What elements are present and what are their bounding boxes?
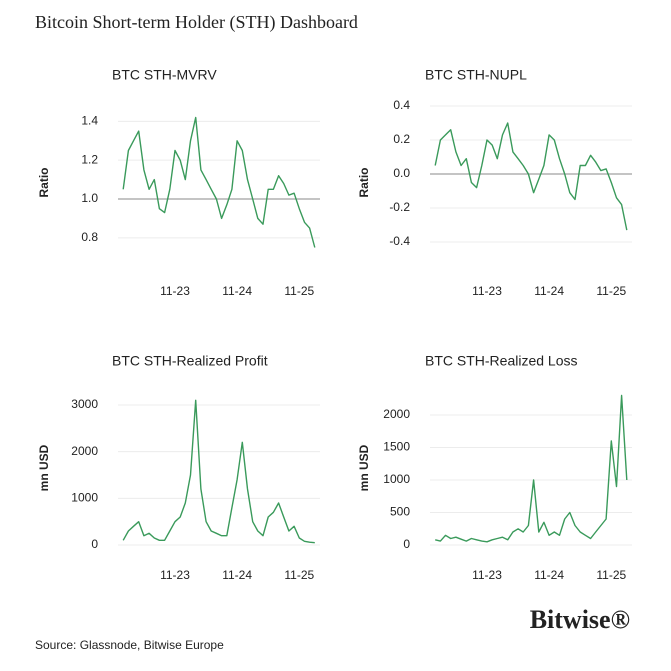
y-tick-label: -0.2 (389, 200, 410, 214)
y-axis-label: Ratio (37, 168, 51, 198)
data-line (435, 394, 628, 543)
chart-title: BTC STH-Realized Profit (112, 353, 268, 369)
y-tick-label: 0 (403, 537, 410, 551)
y-tick-label: 500 (390, 505, 410, 519)
x-tick-label: 11-24 (534, 568, 564, 582)
y-tick-label: 1.2 (81, 152, 98, 166)
x-tick-label: 11-23 (160, 568, 190, 582)
x-tick-label: 11-24 (222, 568, 252, 582)
chart-title: BTC STH-MVRV (112, 67, 217, 83)
data-line (122, 399, 315, 544)
y-tick-label: 1000 (71, 491, 98, 505)
x-tick-label: 11-23 (472, 568, 502, 582)
y-tick-label: 1.0 (81, 191, 98, 205)
x-tick-label: 11-25 (596, 568, 626, 582)
x-tick-label: 11-25 (596, 284, 626, 298)
logo: Bitwise® (530, 605, 630, 634)
x-tick-label: 11-24 (222, 284, 252, 298)
y-tick-label: 0.8 (81, 230, 98, 244)
x-tick-label: 11-25 (284, 568, 314, 582)
y-tick-label: 1000 (383, 472, 410, 486)
y-tick-label: 1.4 (81, 114, 98, 128)
data-line (122, 116, 316, 248)
source-note: Source: Glassnode, Bitwise Europe (35, 638, 224, 652)
y-tick-label: 0.0 (393, 166, 410, 180)
y-tick-label: -0.4 (389, 234, 410, 248)
main-title: Bitcoin Short-term Holder (STH) Dashboar… (35, 12, 358, 33)
data-line (434, 122, 628, 231)
y-axis-label: Ratio (357, 168, 371, 198)
x-tick-label: 11-25 (284, 284, 314, 298)
y-tick-label: 3000 (71, 397, 98, 411)
y-tick-label: 2000 (383, 407, 410, 421)
y-tick-label: 1500 (383, 440, 410, 454)
chart-title: BTC STH-Realized Loss (425, 353, 578, 369)
y-tick-label: 0 (91, 537, 98, 551)
y-axis-label: mn USD (37, 444, 51, 491)
y-tick-label: 0.2 (393, 132, 410, 146)
x-tick-label: 11-23 (472, 284, 502, 298)
y-tick-label: 0.4 (393, 98, 410, 112)
x-tick-label: 11-24 (534, 284, 564, 298)
x-tick-label: 11-23 (160, 284, 190, 298)
y-tick-label: 2000 (71, 444, 98, 458)
chart-title: BTC STH-NUPL (425, 67, 527, 83)
y-axis-label: mn USD (357, 444, 371, 491)
